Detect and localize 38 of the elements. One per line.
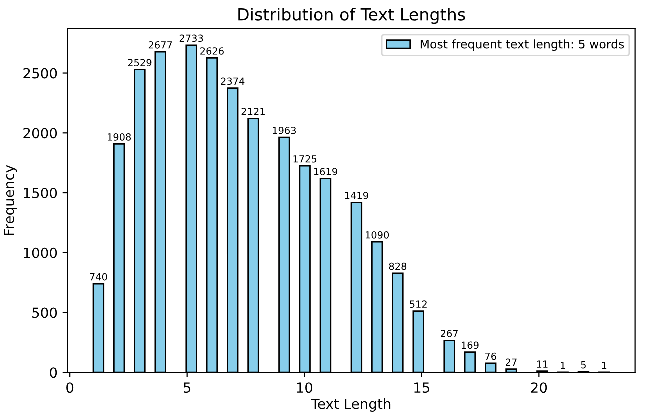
chart-title: Distribution of Text Lengths bbox=[238, 8, 466, 24]
data-label: 740 bbox=[90, 273, 108, 281]
y-tick-label: 1000 bbox=[24, 248, 58, 258]
y-tick-label: 1500 bbox=[24, 188, 58, 198]
legend-label: Most frequent text length: 5 words bbox=[420, 40, 624, 52]
data-label: 512 bbox=[410, 300, 427, 308]
data-label: 11 bbox=[537, 360, 548, 368]
x-axis-title: Text Length bbox=[311, 398, 391, 412]
data-label: 1 bbox=[561, 362, 566, 370]
y-tick-label: 0 bbox=[50, 368, 58, 378]
data-label: 828 bbox=[389, 262, 407, 270]
data-label: 1908 bbox=[108, 134, 132, 141]
data-label: 2374 bbox=[221, 78, 245, 86]
data-label: 169 bbox=[462, 342, 479, 350]
y-tick-label: 2500 bbox=[24, 68, 58, 79]
x-tick-label: 15 bbox=[414, 382, 430, 394]
y-tick-label: 2000 bbox=[24, 128, 58, 139]
x-tick-label: 0 bbox=[66, 382, 74, 394]
data-label: 1090 bbox=[366, 231, 390, 239]
data-label: 267 bbox=[441, 330, 458, 338]
data-label: 76 bbox=[485, 352, 496, 360]
data-label: 1419 bbox=[345, 192, 368, 200]
data-label: 2121 bbox=[242, 108, 265, 116]
data-label: 2529 bbox=[128, 59, 152, 67]
y-tick-label: 500 bbox=[32, 308, 58, 318]
x-tick-label: 5 bbox=[184, 382, 191, 394]
data-label: 1 bbox=[602, 362, 607, 370]
data-label: 2626 bbox=[200, 48, 224, 55]
data-label: 1619 bbox=[314, 168, 338, 176]
data-label: 27 bbox=[506, 358, 517, 366]
data-label: 5 bbox=[581, 362, 586, 369]
data-label: 1725 bbox=[294, 155, 317, 163]
data-label: 2733 bbox=[180, 34, 204, 42]
x-tick-label: 20 bbox=[531, 382, 548, 394]
data-label: 1963 bbox=[273, 126, 296, 134]
y-axis-title: Frequency bbox=[4, 165, 18, 236]
data-label: 2677 bbox=[148, 41, 172, 49]
x-tick-label: 10 bbox=[297, 382, 313, 394]
